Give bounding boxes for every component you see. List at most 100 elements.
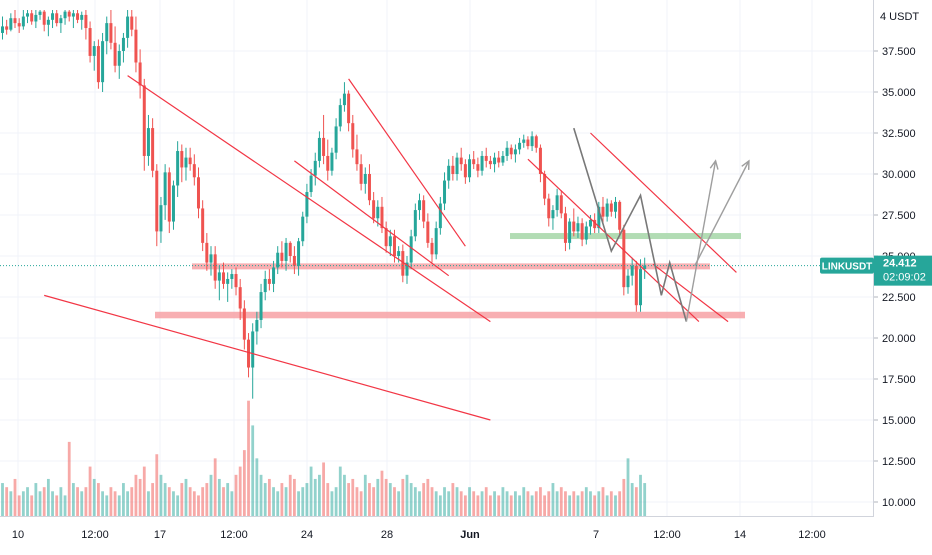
volume-bar bbox=[5, 487, 8, 516]
volume-bar bbox=[443, 487, 446, 516]
time-tick-label: 17 bbox=[154, 529, 166, 541]
volume-bar bbox=[602, 487, 605, 516]
candle-body bbox=[176, 151, 179, 185]
volume-bar bbox=[397, 491, 400, 516]
candle-body bbox=[151, 128, 154, 171]
volume-bar bbox=[506, 491, 509, 516]
candle-body bbox=[368, 174, 371, 200]
candle-body bbox=[635, 266, 638, 305]
volume-bar bbox=[80, 491, 83, 516]
volume-bar bbox=[214, 458, 217, 516]
volume-bar bbox=[627, 458, 630, 516]
candle-body bbox=[547, 199, 550, 219]
candle-body bbox=[226, 279, 229, 284]
candle-body bbox=[243, 308, 246, 339]
volume-bar bbox=[93, 479, 96, 516]
candle-body bbox=[343, 94, 346, 105]
volume-bar bbox=[572, 491, 575, 516]
volume-bar bbox=[155, 454, 158, 516]
candle-body bbox=[622, 230, 625, 287]
volume-bar bbox=[585, 487, 588, 516]
candle-body bbox=[326, 156, 329, 171]
volume-bar bbox=[85, 487, 88, 516]
volume-bar bbox=[339, 467, 342, 516]
volume-bar bbox=[55, 495, 58, 516]
candle-body bbox=[468, 159, 471, 177]
candle-body bbox=[410, 236, 413, 262]
candle-body bbox=[72, 13, 75, 16]
volume-bar bbox=[643, 483, 646, 516]
candle-body bbox=[451, 166, 454, 174]
volume-bar bbox=[118, 495, 121, 516]
time-tick-label: 7 bbox=[593, 529, 599, 541]
candle-body bbox=[439, 204, 442, 229]
candle-body bbox=[247, 340, 250, 368]
volume-bar bbox=[260, 475, 263, 516]
candle-body bbox=[109, 23, 112, 43]
volume-bar bbox=[393, 487, 396, 516]
candle-body bbox=[581, 223, 584, 239]
volume-bar bbox=[1, 483, 4, 516]
volume-bar bbox=[26, 487, 29, 516]
candle-body bbox=[522, 140, 525, 143]
volume-bar bbox=[160, 475, 163, 516]
volume-bar bbox=[176, 495, 179, 516]
candle-body bbox=[55, 13, 58, 23]
candle-body bbox=[251, 331, 254, 367]
volume-bar bbox=[343, 475, 346, 516]
candle-body bbox=[464, 164, 467, 177]
volume-bar bbox=[597, 491, 600, 516]
volume-bar bbox=[276, 491, 279, 516]
volume-bar bbox=[476, 495, 479, 516]
candle-body bbox=[426, 222, 429, 243]
volume-bar bbox=[205, 483, 208, 516]
candle-body bbox=[568, 222, 571, 243]
volume-bar bbox=[531, 495, 534, 516]
volume-bar bbox=[147, 491, 150, 516]
volume-bar bbox=[72, 483, 75, 516]
candle-body bbox=[184, 158, 187, 168]
candle-body bbox=[531, 136, 534, 146]
volume-bar bbox=[243, 450, 246, 516]
candle-body bbox=[105, 23, 108, 41]
volume-bar bbox=[556, 491, 559, 516]
volume-bar bbox=[426, 479, 429, 516]
volume-bar bbox=[522, 487, 525, 516]
candle-body bbox=[301, 217, 304, 242]
volume-bar bbox=[606, 495, 609, 516]
candle-body bbox=[489, 161, 492, 164]
candle-body bbox=[201, 208, 204, 242]
candle-body bbox=[1, 26, 4, 33]
volume-bar bbox=[168, 487, 171, 516]
candle-body bbox=[39, 12, 42, 15]
volume-bar bbox=[293, 479, 296, 516]
volume-bar bbox=[439, 495, 442, 516]
volume-bar bbox=[51, 491, 54, 516]
time-tick-label: 24 bbox=[301, 529, 313, 541]
candle-body bbox=[493, 158, 496, 165]
volume-bar bbox=[306, 483, 309, 516]
candle-body bbox=[322, 138, 325, 156]
candle-body bbox=[118, 51, 121, 66]
candle-body bbox=[255, 320, 258, 331]
candle-body bbox=[80, 15, 83, 20]
volume-bar bbox=[372, 487, 375, 516]
price-tick-label: 10.000 bbox=[882, 497, 916, 509]
volume-bar bbox=[126, 491, 129, 516]
volume-bar bbox=[385, 479, 388, 516]
volume-bar bbox=[514, 491, 517, 516]
candle-body bbox=[397, 251, 400, 256]
candle-body bbox=[460, 158, 463, 165]
volume-bar bbox=[30, 495, 33, 516]
candle-body bbox=[159, 205, 162, 231]
time-tick-label: 10 bbox=[12, 529, 24, 541]
volume-bar bbox=[639, 475, 642, 516]
candle-body bbox=[376, 207, 379, 218]
volume-bar bbox=[381, 471, 384, 516]
volume-bar bbox=[422, 483, 425, 516]
time-tick-label: Jun bbox=[460, 529, 480, 541]
volume-bar bbox=[414, 487, 417, 516]
volume-bar bbox=[335, 487, 338, 516]
